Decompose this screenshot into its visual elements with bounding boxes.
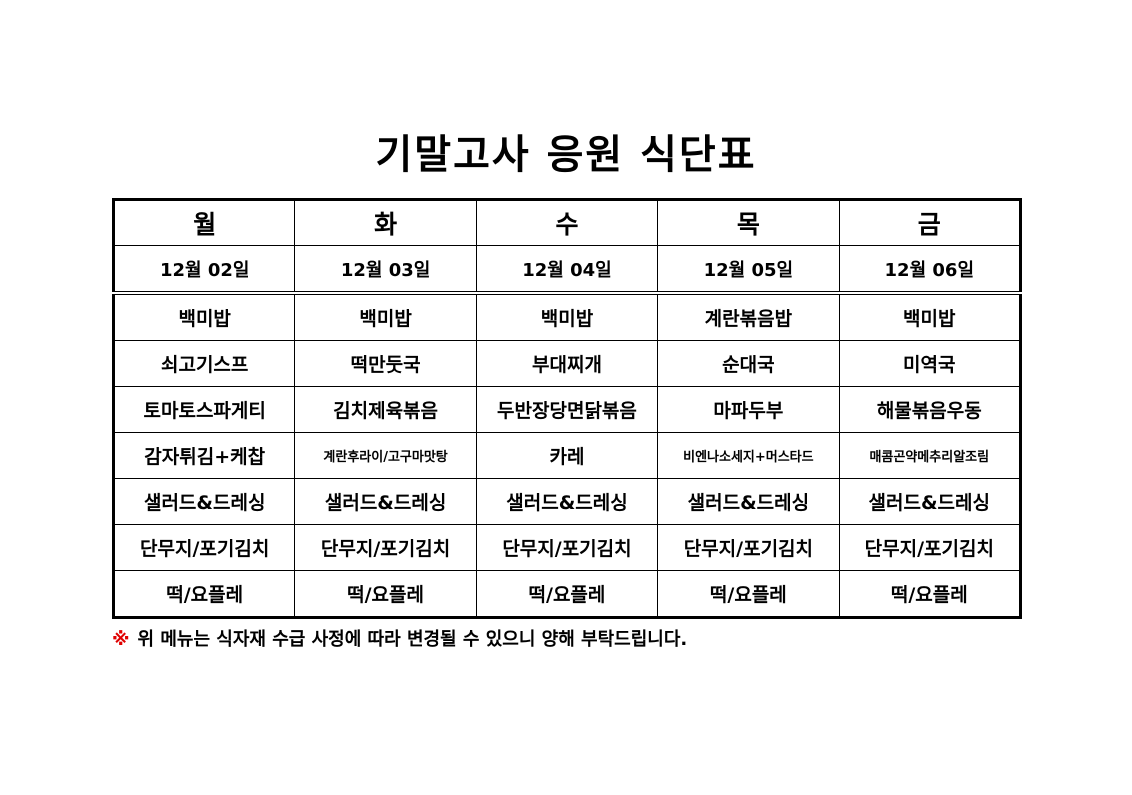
menu-row: 샐러드&드레싱 샐러드&드레싱 샐러드&드레싱 샐러드&드레싱 샐러드&드레싱	[112, 478, 1022, 525]
menu-row-cell: 떡/요플레	[475, 570, 659, 618]
menu-row: 감자튀김+케찹 계란후라이/고구마맛탕 카레 비엔나소세지+머스타드 매콤곤약메추리알조…	[112, 432, 1022, 479]
menu-row-cell: 감자튀김+케찹	[112, 432, 296, 479]
menu-row-cell: 단무지/포기김치	[475, 524, 659, 571]
date-row-cell: 12월 05일	[657, 245, 840, 295]
menu-row-cell: 마파두부	[657, 386, 840, 433]
day-header-row-cell: 수	[475, 199, 659, 246]
menu-row-cell: 매콤곤약메추리알조림	[838, 432, 1022, 479]
menu-row-cell: 쇠고기스프	[112, 340, 296, 387]
day-header-row-cell: 화	[294, 199, 477, 246]
menu-row-cell: 단무지/포기김치	[838, 524, 1022, 571]
menu-row: 백미밥 백미밥 백미밥 계란볶음밥 백미밥	[112, 292, 1022, 341]
menu-row-cell: 샐러드&드레싱	[838, 478, 1022, 525]
menu-row-cell: 백미밥	[475, 292, 659, 341]
menu-row-cell: 두반장당면닭볶음	[475, 386, 659, 433]
menu-row-cell: 떡/요플레	[294, 570, 477, 618]
menu-row-cell: 카레	[475, 432, 659, 479]
day-header-row-cell: 목	[657, 199, 840, 246]
menu-row-cell: 백미밥	[294, 292, 477, 341]
menu-row-cell: 샐러드&드레싱	[475, 478, 659, 525]
date-row-cell: 12월 03일	[294, 245, 477, 295]
menu-row-cell: 떡만둣국	[294, 340, 477, 387]
menu-table: 월 화 수 목 금 12월 02일 12월 03일 12월 04일 12월 05일 12월 06일…	[112, 198, 1022, 619]
menu-row-cell: 단무지/포기김치	[657, 524, 840, 571]
menu-row-cell: 미역국	[838, 340, 1022, 387]
menu-row-cell: 백미밥	[112, 292, 296, 341]
menu-row: 토마토스파게티 김치제육볶음 두반장당면닭볶음 마파두부 해물볶음우동	[112, 386, 1022, 433]
menu-row: 떡/요플레 떡/요플레 떡/요플레 떡/요플레 떡/요플레	[112, 570, 1022, 618]
menu-row-cell: 계란볶음밥	[657, 292, 840, 341]
menu-row-cell: 떡/요플레	[112, 570, 296, 618]
menu-row-cell: 단무지/포기김치	[294, 524, 477, 571]
menu-row-cell: 떡/요플레	[838, 570, 1022, 618]
menu-row: 단무지/포기김치 단무지/포기김치 단무지/포기김치 단무지/포기김치 단무지/포기김치	[112, 524, 1022, 571]
menu-row-cell: 계란후라이/고구마맛탕	[294, 432, 477, 479]
menu-row-cell: 샐러드&드레싱	[294, 478, 477, 525]
menu-row-cell: 비엔나소세지+머스타드	[657, 432, 840, 479]
notice: ※ 위 메뉴는 식자재 수급 사정에 따라 변경될 수 있으니 양해 부탁드립니다…	[112, 625, 687, 651]
menu-row-cell: 김치제육볶음	[294, 386, 477, 433]
menu-row-cell: 떡/요플레	[657, 570, 840, 618]
menu-row: 쇠고기스프 떡만둣국 부대찌개 순대국 미역국	[112, 340, 1022, 387]
date-row-cell: 12월 06일	[838, 245, 1022, 295]
menu-row-cell: 샐러드&드레싱	[657, 478, 840, 525]
date-row: 12월 02일 12월 03일 12월 04일 12월 05일 12월 06일	[112, 245, 1022, 295]
menu-row-cell: 백미밥	[838, 292, 1022, 341]
date-row-cell: 12월 04일	[475, 245, 659, 295]
menu-row-cell: 샐러드&드레싱	[112, 478, 296, 525]
menu-row-cell: 순대국	[657, 340, 840, 387]
reference-mark-icon: ※	[112, 629, 130, 650]
menu-row-cell: 단무지/포기김치	[112, 524, 296, 571]
menu-row-cell: 토마토스파게티	[112, 386, 296, 433]
notice-text: 위 메뉴는 식자재 수급 사정에 따라 변경될 수 있으니 양해 부탁드립니다.	[137, 629, 688, 650]
menu-row-cell: 부대찌개	[475, 340, 659, 387]
day-header-row-cell: 월	[112, 199, 296, 246]
date-row-cell: 12월 02일	[112, 245, 296, 295]
day-header-row-cell: 금	[838, 199, 1022, 246]
menu-row-cell: 해물볶음우동	[838, 386, 1022, 433]
page-title: 기말고사 응원 식단표	[375, 132, 757, 178]
